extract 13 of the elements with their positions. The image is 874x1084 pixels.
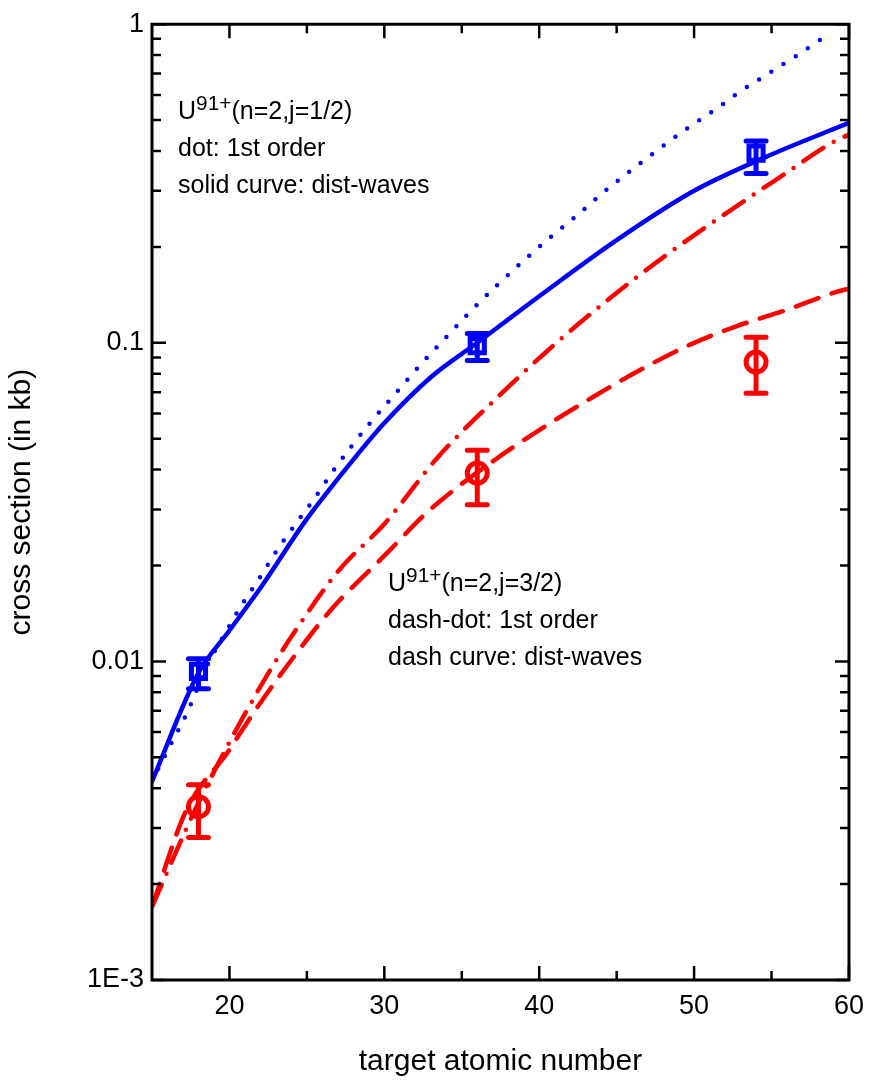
y-tick-label: 0.01 (91, 644, 144, 675)
y-axis-title: cross section (in kb) (3, 368, 37, 636)
y-tick-label: 0.1 (106, 326, 144, 357)
annotation: U$^{91+}$(n=2,j=1/2) dot: 1st order solid curve: dist-waves (178, 90, 430, 201)
x-axis-title: target atomic number (358, 1043, 643, 1077)
x-tick-label: 50 (679, 989, 710, 1020)
x-tick-label: 20 (214, 989, 245, 1020)
annotation: U$^{91+}$(n=2,j=3/2) dash-dot: 1st order dash curve: dist-waves (388, 562, 643, 673)
x-tick-label: 30 (369, 989, 400, 1020)
y-tick-label: 1 (128, 7, 144, 38)
x-tick-label: 60 (833, 989, 865, 1020)
y-tick-label: 1E-3 (86, 963, 144, 994)
x-tick-label: 40 (524, 989, 555, 1020)
